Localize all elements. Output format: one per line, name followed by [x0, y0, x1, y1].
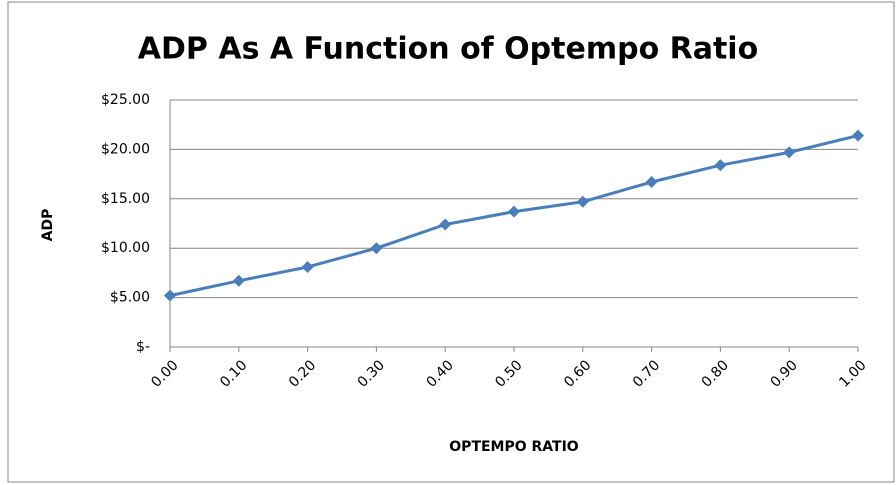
y-tick-label: $5.00 — [110, 290, 150, 306]
y-tick-label: $10.00 — [101, 240, 150, 256]
data-marker — [164, 289, 176, 302]
y-tick-label: $20.00 — [101, 141, 150, 157]
y-tick-label: $25.00 — [101, 92, 150, 108]
data-marker — [576, 195, 589, 208]
data-marker — [714, 159, 727, 172]
y-tick-label: $15.00 — [101, 191, 150, 207]
data-marker — [783, 146, 796, 159]
data-marker — [232, 274, 245, 287]
data-marker — [439, 218, 452, 231]
x-axis-label: OPTEMPO RATIO — [449, 439, 579, 455]
y-tick-label: $- — [136, 339, 150, 355]
y-axis-label: ADP — [40, 209, 56, 242]
data-marker — [645, 176, 658, 189]
chart-frame — [7, 1, 895, 483]
data-marker — [852, 129, 864, 142]
chart-title: ADP As A Function of Optempo Ratio — [138, 32, 758, 67]
data-marker — [301, 260, 314, 273]
data-marker — [508, 205, 520, 218]
data-marker — [370, 242, 383, 255]
